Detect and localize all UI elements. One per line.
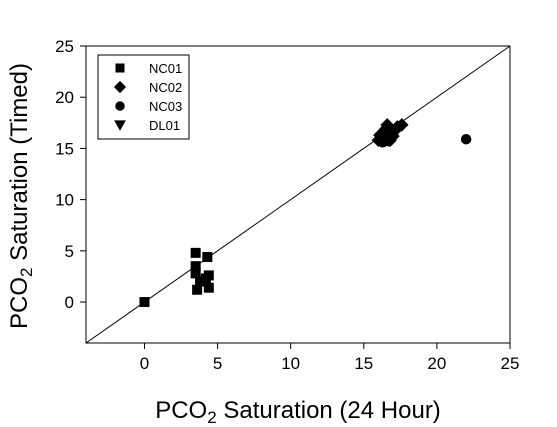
legend: NC01 NC02 NC03 DL01 — [97, 54, 190, 140]
legend-label: NC03 — [149, 99, 182, 114]
data-point-circle — [460, 133, 472, 145]
data-point-square — [202, 251, 213, 262]
plot-frame — [85, 45, 511, 344]
y-axis-label-sub: 2 — [17, 268, 36, 277]
y-axis-label-post: Saturation (Timed) — [6, 63, 33, 268]
legend-marker-circle — [115, 101, 125, 111]
legend-marker-triangle-down — [114, 120, 126, 131]
x-axis-ticks: 0 5 10 15 20 25 — [140, 343, 520, 373]
x-tick-label: 15 — [354, 354, 373, 373]
legend-label: NC02 — [149, 80, 182, 95]
x-tick-label: 20 — [427, 354, 446, 373]
y-tick-label: 0 — [65, 293, 74, 312]
legend-label: DL01 — [149, 118, 180, 133]
data-point-square — [190, 261, 201, 272]
legend-marker-diamond — [113, 80, 127, 94]
legend-marker-square — [115, 63, 125, 73]
data-point-square — [203, 270, 214, 281]
x-axis-label-post: Saturation (24 Hour) — [217, 397, 441, 424]
data-point-square — [139, 297, 150, 308]
x-tick-label: 5 — [213, 354, 222, 373]
y-axis-ticks: 0 5 10 15 20 25 — [55, 37, 86, 312]
data-point-square — [190, 268, 201, 279]
identity-line — [85, 45, 511, 344]
x-tick-label: 25 — [501, 354, 520, 373]
y-tick-label: 10 — [55, 191, 74, 210]
y-axis-label: PCO2 Saturation (Timed) — [6, 63, 36, 329]
y-axis-label-pre: PCO — [6, 277, 33, 329]
legend-label: NC01 — [149, 61, 182, 76]
x-axis-label-pre: PCO — [155, 397, 207, 424]
data-point-square — [203, 282, 214, 293]
x-axis-label-sub: 2 — [207, 408, 216, 427]
data-point-circle — [383, 135, 394, 147]
data-point-square — [190, 247, 201, 258]
data-point-diamond — [380, 118, 394, 132]
x-tick-label: 10 — [281, 354, 300, 373]
x-axis-label: PCO2 Saturation (24 Hour) — [155, 397, 441, 427]
data-points — [139, 118, 472, 308]
y-tick-label: 20 — [55, 88, 74, 107]
y-tick-label: 15 — [55, 139, 74, 158]
data-point-square — [195, 276, 206, 287]
y-tick-label: 25 — [55, 37, 74, 56]
data-point-square — [192, 284, 203, 295]
legend-box — [97, 54, 190, 140]
y-tick-label: 5 — [65, 242, 74, 261]
data-point-diamond — [395, 118, 409, 132]
x-tick-label: 0 — [140, 354, 149, 373]
